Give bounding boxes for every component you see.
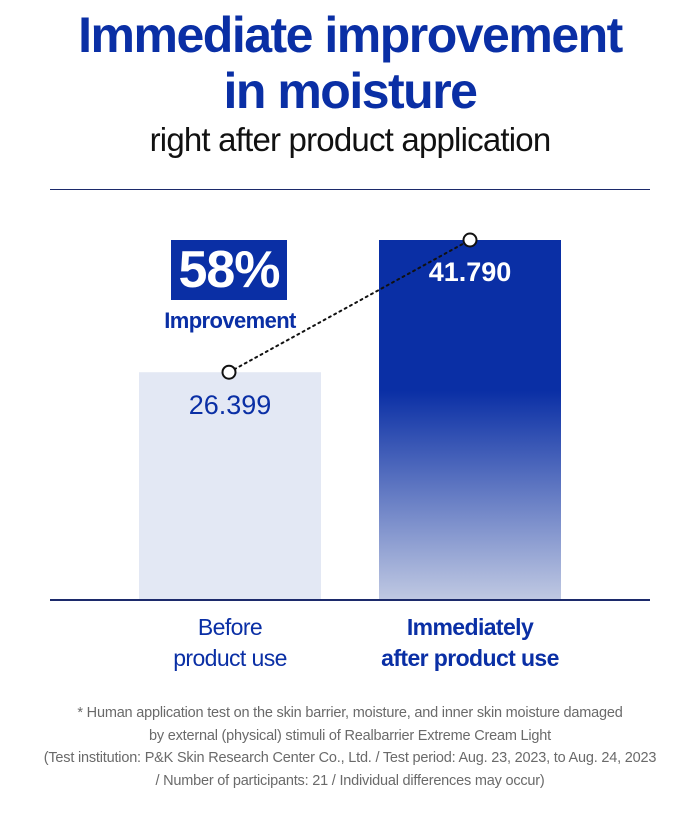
category-label-after-line-2: after product use [381,645,559,671]
value-label-after: 41.790 [429,257,512,287]
category-label-after: Immediately after product use [350,612,590,674]
footnote-line-1: * Human application test on the skin bar… [77,705,623,721]
value-label-before: 26.399 [189,390,272,420]
baseline-axis [50,599,650,601]
improvement-badge: 58% [171,240,287,300]
footnote: * Human application test on the skin bar… [0,702,700,792]
bar-after [379,240,561,599]
title-line-2: in moisture [223,63,478,119]
point-before [221,364,237,380]
top-divider [50,189,650,190]
subtitle: right after product application [149,121,552,158]
category-label-before-line-1: Before [197,614,263,640]
category-label-after-line-1: Immediately [406,614,534,640]
category-label-before: Before product use [130,612,330,674]
trend-connector-line [228,239,471,374]
footnote-line-2: by external (physical) stimuli of Realba… [148,727,551,744]
footnote-line-3: (Test institution: P&K Skin Research Cen… [43,750,657,766]
title-line-1: Immediate improvement [78,7,623,63]
improvement-label: Improvement [164,308,296,333]
bar-before [139,372,321,599]
point-after [462,232,478,248]
footnote-line-4: / Number of participants: 21 / Individua… [155,772,545,789]
category-label-before-line-2: product use [173,645,287,671]
